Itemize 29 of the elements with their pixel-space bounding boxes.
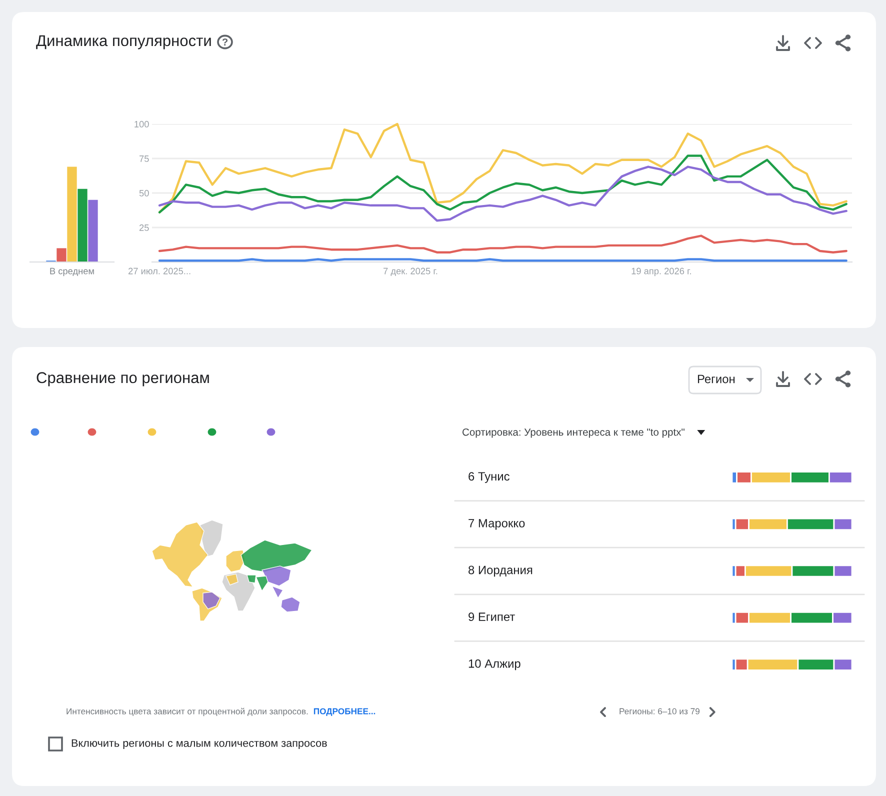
line-series — [158, 234, 848, 254]
text: Сортировка: Уровень интереса к теме "to pptx" — [462, 428, 684, 438]
bar — [78, 188, 88, 262]
line-series — [158, 122, 848, 214]
y-tick-label: 50 — [139, 190, 149, 196]
chart-title: Динамика популярности — [36, 35, 211, 50]
y-tick-label: 100 — [134, 120, 149, 128]
y-tick-label: 6 Тунис — [468, 472, 510, 483]
x-tick-label: 27 июл. 2025... — [128, 268, 190, 274]
text: ПОДРОБНЕЕ... — [314, 708, 376, 716]
line-series — [158, 166, 848, 222]
x-tick-label: В среднем — [50, 268, 94, 276]
y-tick-label: 8 Иордания — [468, 566, 532, 577]
bar — [88, 200, 98, 262]
text: Регион — [698, 374, 735, 384]
text: Интенсивность цвета зависит от процентной доли запросов. — [66, 708, 308, 716]
y-tick-label: 25 — [139, 224, 149, 231]
bar — [56, 248, 66, 262]
line-series — [158, 154, 848, 214]
y-tick-label: 9 Египет — [468, 612, 515, 622]
y-tick-label: 10 Алжир — [468, 659, 520, 670]
text: Сравнение по регионам — [36, 372, 209, 386]
text: Регионы: 6–10 из 79 — [620, 708, 700, 714]
bar — [67, 166, 77, 262]
y-tick-label: 75 — [139, 156, 149, 162]
x-tick-label: 19 апр. 2026 г. — [632, 268, 691, 276]
y-tick-label: 7 Марокко — [468, 519, 525, 530]
x-tick-label: 7 дек. 2025 г. — [384, 268, 438, 276]
text: Включить регионы с малым количеством запросов — [72, 739, 327, 750]
